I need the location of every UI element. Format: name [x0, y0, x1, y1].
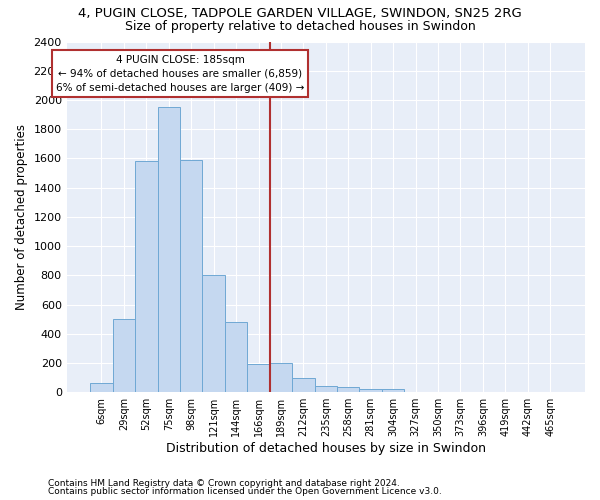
Bar	[135, 162, 158, 392]
Bar	[225, 322, 247, 392]
X-axis label: Distribution of detached houses by size in Swindon: Distribution of detached houses by size …	[166, 442, 486, 455]
Text: Contains HM Land Registry data © Crown copyright and database right 2024.: Contains HM Land Registry data © Crown c…	[48, 478, 400, 488]
Bar	[292, 378, 314, 392]
Bar	[314, 386, 337, 392]
Bar	[337, 387, 359, 392]
Bar	[382, 390, 404, 392]
Bar	[180, 160, 202, 392]
Bar	[359, 388, 382, 392]
Bar	[247, 364, 270, 392]
Text: Contains public sector information licensed under the Open Government Licence v3: Contains public sector information licen…	[48, 487, 442, 496]
Bar	[202, 276, 225, 392]
Text: Size of property relative to detached houses in Swindon: Size of property relative to detached ho…	[125, 20, 475, 33]
Bar	[158, 108, 180, 392]
Text: 4 PUGIN CLOSE: 185sqm
← 94% of detached houses are smaller (6,859)
6% of semi-de: 4 PUGIN CLOSE: 185sqm ← 94% of detached …	[56, 54, 304, 92]
Text: 4, PUGIN CLOSE, TADPOLE GARDEN VILLAGE, SWINDON, SN25 2RG: 4, PUGIN CLOSE, TADPOLE GARDEN VILLAGE, …	[78, 8, 522, 20]
Bar	[270, 363, 292, 392]
Bar	[113, 319, 135, 392]
Y-axis label: Number of detached properties: Number of detached properties	[15, 124, 28, 310]
Bar	[90, 384, 113, 392]
